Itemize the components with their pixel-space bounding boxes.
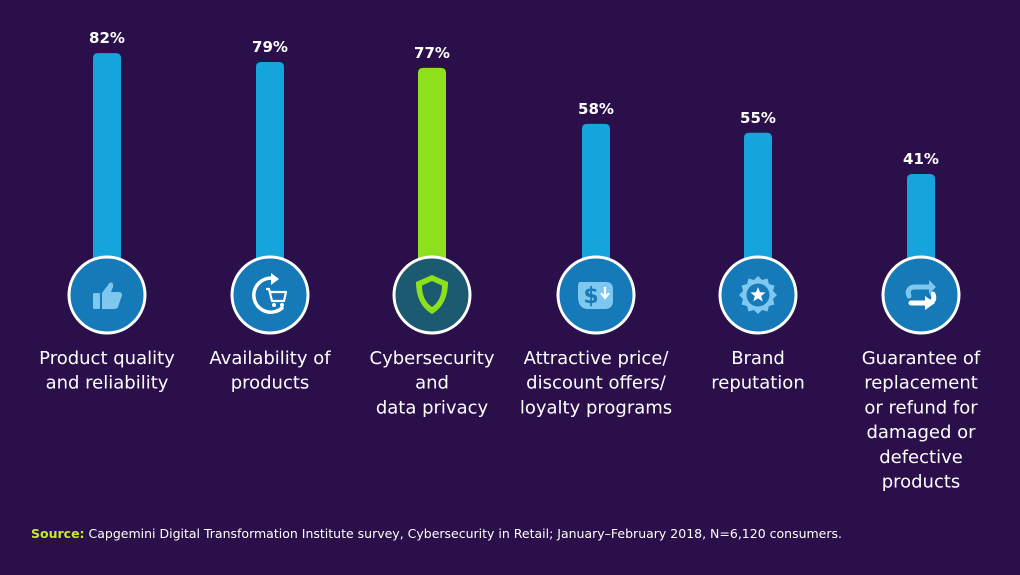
- category-label: Brand reputation: [711, 348, 804, 394]
- value-label: 77%: [414, 44, 450, 62]
- value-label: 58%: [578, 100, 614, 118]
- source-label: Source:: [31, 526, 85, 541]
- source-text: Capgemini Digital Transformation Institu…: [84, 526, 842, 541]
- value-label: 82%: [89, 29, 125, 47]
- thumbs-up-icon: [67, 255, 147, 335]
- bar: [256, 61, 284, 296]
- bar: [744, 132, 772, 295]
- category-label: Cybersecurity and data privacy: [370, 348, 495, 418]
- svg-text:$: $: [583, 284, 598, 309]
- category-label: Availability of products: [209, 348, 331, 394]
- value-label: 41%: [903, 150, 939, 168]
- value-label: 55%: [740, 109, 776, 127]
- star-badge-icon: [718, 255, 798, 335]
- bar: [582, 123, 610, 296]
- category-label: Product quality and reliability: [39, 348, 175, 394]
- value-label: 79%: [252, 38, 288, 56]
- exchange-arrows-icon: [881, 255, 961, 335]
- cart-refresh-icon: [230, 255, 310, 335]
- dollar-discount-icon: $: [556, 255, 636, 335]
- bar: [93, 53, 121, 295]
- shield-icon: [392, 255, 472, 335]
- source-note: Source: Capgemini Digital Transformation…: [31, 526, 991, 541]
- bar: [418, 67, 446, 295]
- category-label: Guarantee of replacement or refund for dama…: [862, 348, 981, 493]
- category-label: Attractive price/discount offers/loyalty…: [520, 348, 672, 418]
